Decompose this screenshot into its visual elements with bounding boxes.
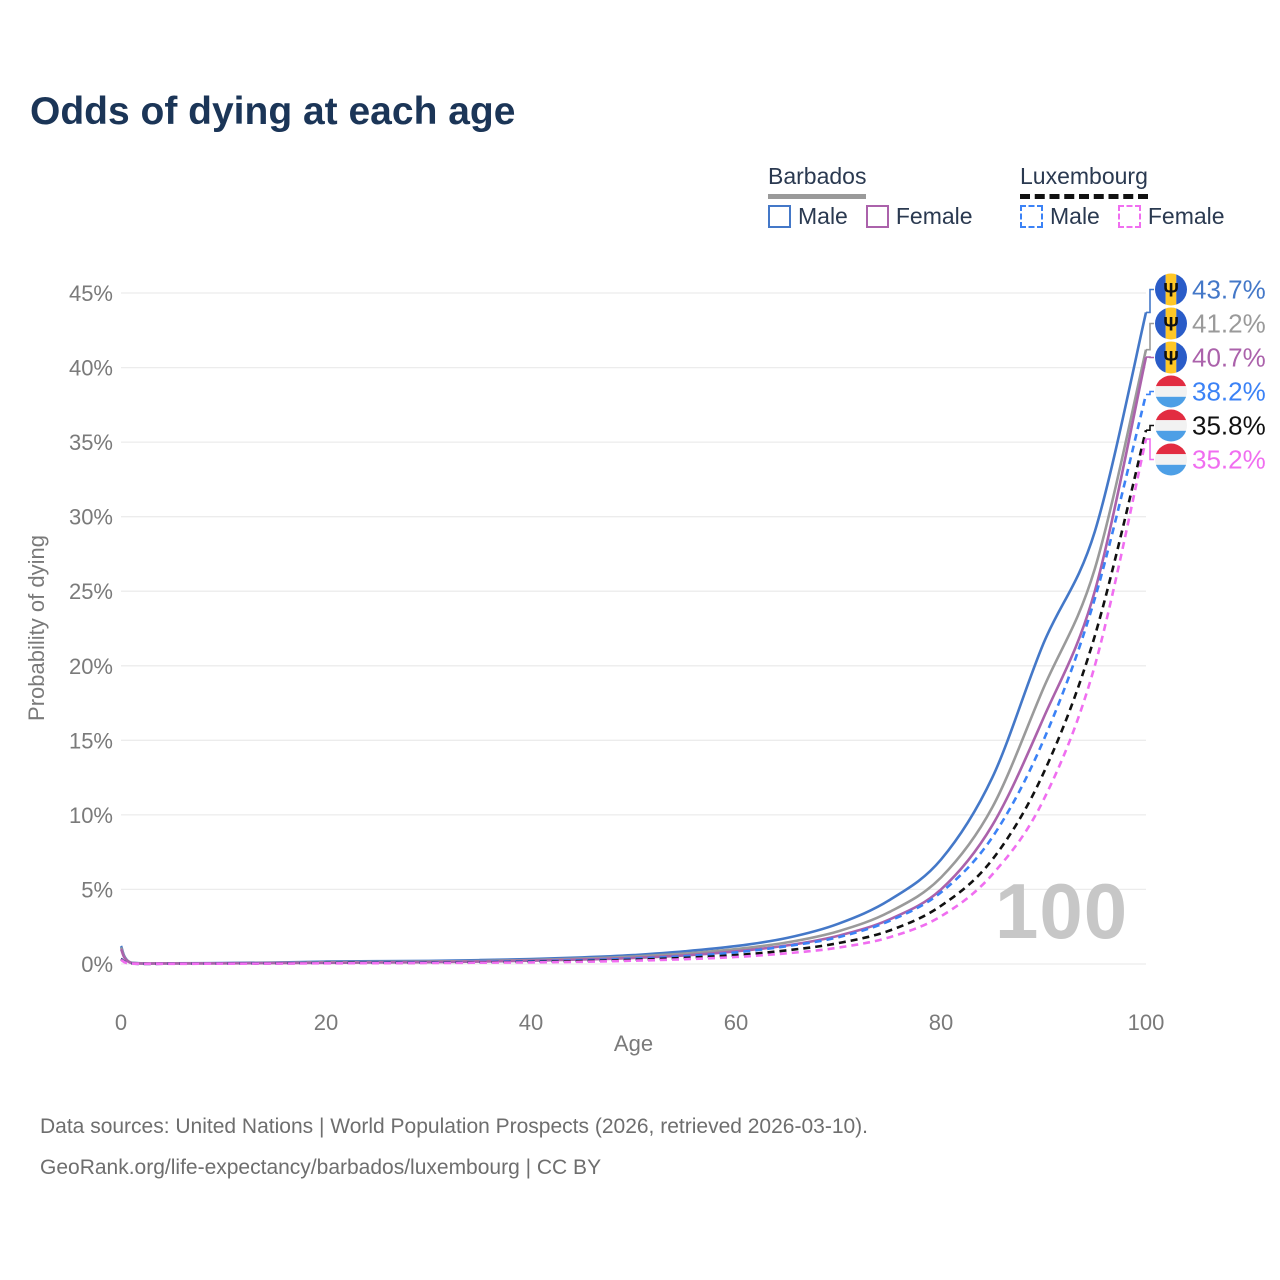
- legend-row-luxembourg: Male Female: [1020, 203, 1243, 230]
- end-label-connector-barbados-male: [1146, 288, 1154, 314]
- y-tick-35: 35%: [69, 430, 113, 455]
- svg-text:Ψ: Ψ: [1163, 349, 1178, 370]
- x-tick-100: 100: [1128, 1010, 1165, 1035]
- series-line-luxembourg-total[interactable]: [120, 429, 1148, 966]
- x-tick-40: 40: [519, 1010, 543, 1035]
- y-tick-20: 20%: [69, 654, 113, 679]
- legend-label-luxembourg-female[interactable]: Female: [1147, 203, 1225, 229]
- y-tick-40: 40%: [69, 356, 113, 381]
- legend-swatch-luxembourg-male[interactable]: [1020, 205, 1043, 228]
- x-axis-title: Age: [614, 1031, 653, 1056]
- series-line-barbados-male[interactable]: [119, 312, 1148, 965]
- legend-label-luxembourg-male[interactable]: Male: [1050, 203, 1100, 229]
- y-tick-25: 25%: [69, 579, 113, 604]
- series-line-luxembourg-male[interactable]: [120, 394, 1148, 966]
- legend: Barbados Male Female Luxembourg Male Fem…: [0, 0, 1280, 240]
- legend-swatch-barbados-male[interactable]: [768, 205, 791, 228]
- legend-row-barbados: Male Female: [768, 203, 991, 230]
- y-tick-45: 45%: [69, 281, 113, 306]
- svg-text:Ψ: Ψ: [1163, 315, 1178, 336]
- legend-label-barbados-female[interactable]: Female: [895, 203, 973, 229]
- x-tick-0: 0: [115, 1010, 127, 1035]
- end-label-connector-luxembourg-total: [1146, 424, 1154, 431]
- legend-group-barbados-header[interactable]: Barbados: [768, 163, 867, 199]
- legend-swatch-barbados-female[interactable]: [865, 205, 889, 228]
- legend-swatch-luxembourg-female[interactable]: [1117, 205, 1141, 228]
- end-label-value-barbados-male: 43.7%: [1192, 275, 1266, 305]
- y-tick-5: 5%: [81, 877, 113, 902]
- end-label-connector-barbados-total: [1146, 322, 1154, 351]
- data-sources-line: Data sources: United Nations | World Pop…: [40, 1115, 869, 1138]
- flag-icon-barbados: Ψ: [1155, 341, 1187, 374]
- end-label-value-luxembourg-female: 35.2%: [1192, 445, 1266, 475]
- flag-icon-barbados: Ψ: [1155, 273, 1187, 306]
- x-tick-20: 20: [314, 1010, 338, 1035]
- page-title: Odds of dying at each age: [30, 90, 516, 133]
- flag-icon-luxembourg: [1155, 375, 1187, 408]
- end-label-connector-luxembourg-female: [1146, 438, 1154, 461]
- series-line-luxembourg-female[interactable]: [120, 438, 1148, 966]
- y-tick-10: 10%: [69, 803, 113, 828]
- hover-age-label: 100: [995, 867, 1129, 955]
- end-label-value-barbados-total: 41.2%: [1192, 309, 1266, 339]
- legend-group-luxembourg-header[interactable]: Luxembourg: [1020, 163, 1148, 199]
- y-tick-15: 15%: [69, 728, 113, 753]
- svg-text:Ψ: Ψ: [1163, 281, 1178, 302]
- y-tick-0: 0%: [81, 952, 113, 977]
- end-label-value-barbados-female: 40.7%: [1192, 343, 1266, 373]
- flag-icon-luxembourg: [1155, 409, 1187, 442]
- attribution-line: GeoRank.org/life-expectancy/barbados/lux…: [40, 1156, 602, 1179]
- end-label-value-luxembourg-total: 35.8%: [1192, 411, 1266, 441]
- x-tick-60: 60: [724, 1010, 748, 1035]
- footer: Data sources: United Nations | World Pop…: [40, 1106, 1240, 1188]
- series-line-barbados-female[interactable]: [119, 356, 1148, 965]
- y-axis-title: Probability of dying: [24, 535, 49, 721]
- mortality-line-chart[interactable]: 0% 5% 10% 15% 20% 25% 30% 35% 40% 45% 0 20 40 60 80 100…: [0, 0, 1280, 1080]
- end-label-connector-luxembourg-male: [1146, 390, 1154, 396]
- end-label-value-luxembourg-male: 38.2%: [1192, 377, 1266, 407]
- y-tick-30: 30%: [69, 505, 113, 530]
- legend-label-barbados-male[interactable]: Male: [798, 203, 848, 229]
- x-tick-80: 80: [929, 1010, 953, 1035]
- flag-icon-barbados: Ψ: [1155, 307, 1187, 340]
- flag-icon-luxembourg: [1155, 443, 1187, 476]
